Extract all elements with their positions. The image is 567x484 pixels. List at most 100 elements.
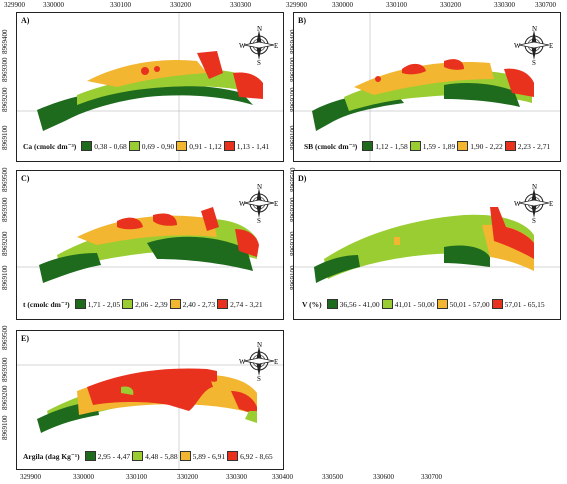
legend-class: 2,95 - 4,47 — [97, 451, 131, 461]
map-zone-class4 — [201, 207, 219, 231]
map-panel-d: D) N S W E V (%) 36,56 - 41,00 41,01 - 5… — [293, 170, 561, 320]
compass-n: N — [257, 183, 262, 191]
map-zone-class2 — [324, 214, 534, 279]
y-tick-label: 8969300 — [1, 57, 9, 83]
y-tick-label: 8969500 — [1, 325, 9, 351]
compass-icon: N S W E — [239, 183, 278, 223]
x-tick-label: 330200 — [170, 1, 191, 9]
legend-class: 0,91 - 1,12 — [189, 141, 222, 151]
map-zone-class4 — [141, 67, 149, 75]
x-tick-label: 330300 — [226, 473, 247, 481]
compass-s: S — [257, 59, 261, 65]
legend-class: 1,59 - 1,89 — [422, 141, 456, 151]
map-panel-e: E) N S W E Argila (dag Kg⁻¹) 2,95 - 4,47… — [16, 330, 284, 470]
legend-title: t (cmolc dm⁻³) — [23, 299, 70, 309]
compass-w: W — [239, 200, 246, 208]
map-zone-class4 — [197, 51, 223, 79]
x-tick-label: 329900 — [286, 1, 307, 9]
y-tick-label: 8969200 — [1, 231, 9, 257]
compass-e: E — [549, 200, 553, 208]
x-tick-label: 330000 — [73, 473, 94, 481]
map-zone-class4 — [117, 217, 143, 230]
legend-swatch — [122, 299, 134, 309]
y-tick-label: 8969200 — [1, 385, 9, 411]
legend-swatch — [227, 451, 239, 461]
legend-swatch — [436, 299, 448, 309]
x-tick-label: 330500 — [322, 473, 343, 481]
x-tick-label: 330200 — [177, 473, 198, 481]
map-b-svg — [294, 13, 560, 161]
map-d-svg — [294, 207, 560, 283]
map-panel-a: A) N S W E Ca (cmolc dm⁻³) 0,38 - 0,68 0… — [16, 12, 284, 162]
legend-swatch — [74, 299, 86, 309]
y-tick-label: 8969100 — [1, 265, 9, 291]
compass-w: W — [239, 358, 246, 366]
legend-swatch — [504, 141, 516, 151]
x-tick-label: 330600 — [373, 473, 394, 481]
legend-swatch — [128, 141, 140, 151]
legend-swatch — [362, 141, 374, 151]
compass-rose: N S W E — [239, 25, 279, 65]
legend-swatch — [169, 299, 181, 309]
y-tick-label: 8969300 — [1, 197, 9, 223]
map-zone-class4 — [153, 213, 177, 226]
x-tick-label: 330700 — [421, 473, 442, 481]
map-zone-class2 — [77, 69, 257, 105]
y-tick-label: 8969100 — [1, 125, 9, 151]
compass-icon: N S W E — [514, 183, 553, 223]
map-zone-class4 — [375, 76, 381, 82]
legend-class: 2,74 - 3,21 — [230, 299, 263, 309]
legend-swatch — [217, 299, 229, 309]
compass-n: N — [532, 183, 537, 191]
map-e-svg — [17, 331, 283, 469]
x-tick-label: 330400 — [272, 473, 293, 481]
x-tick-label: 330200 — [440, 1, 461, 9]
map-zone-class2 — [245, 411, 257, 423]
legend-class: 1,12 - 1,58 — [375, 141, 408, 151]
x-tick-label: 330100 — [110, 1, 131, 9]
legend-class: 36,56 - 41,00 — [339, 299, 380, 309]
y-tick-label: 8969300 — [1, 357, 9, 383]
x-tick-label: 330000 — [332, 1, 353, 9]
compass-icon: N S W E — [239, 25, 278, 65]
legend-class: 1,90 - 2,22 — [470, 141, 503, 151]
compass-w: W — [514, 200, 521, 208]
map-zone-class1 — [147, 236, 253, 271]
legend-class: 0,69 - 0,90 — [141, 141, 175, 151]
compass-rose: N S W E — [239, 183, 279, 223]
map-zone-class1 — [314, 255, 360, 283]
legend-class: 2,23 - 2,71 — [517, 141, 551, 151]
map-zone-class1 — [39, 253, 101, 283]
map-panel-b: B) N S W E SB (cmolc dm⁻³) 1,12 - 1,58 1… — [293, 12, 561, 162]
legend: Argila (dag Kg⁻¹) 2,95 - 4,47 4,48 - 5,8… — [23, 451, 273, 461]
compass-s: S — [532, 59, 536, 65]
panel-letter: A) — [21, 16, 30, 25]
y-tick-label: 8969400 — [1, 29, 9, 55]
map-zone-class4 — [87, 368, 213, 411]
legend-swatch — [409, 141, 421, 151]
compass-w: W — [514, 42, 521, 50]
legend: V (%) 36,56 - 41,00 41,01 - 50,00 50,01 … — [302, 299, 545, 309]
panel-letter: B) — [298, 16, 306, 25]
map-zone-class4 — [231, 391, 257, 415]
legend-title: Argila (dag Kg⁻¹) — [23, 451, 80, 461]
map-zone-class4 — [235, 229, 259, 257]
legend: SB (cmolc dm⁻³) 1,12 - 1,58 1,59 - 1,89 … — [304, 141, 550, 151]
legend-class: 57,01 - 65,15 — [504, 299, 545, 309]
panel-letter: C) — [21, 174, 30, 183]
compass-n: N — [257, 25, 262, 33]
legend-swatch — [457, 141, 469, 151]
map-a-svg — [17, 13, 283, 161]
legend-swatch — [81, 141, 93, 151]
legend-class: 1,13 - 1,41 — [236, 141, 270, 151]
map-zone-class2 — [121, 386, 134, 395]
legend-class: 41,01 - 50,00 — [394, 299, 435, 309]
compass-n: N — [532, 25, 537, 33]
compass-e: E — [549, 42, 553, 50]
legend-title: Ca (cmolc dm⁻³) — [23, 141, 77, 151]
legend-class: 1,71 - 2,05 — [87, 299, 121, 309]
legend-class: 2,06 - 2,39 — [135, 299, 168, 309]
legend-title: V (%) — [302, 299, 322, 309]
compass-w: W — [239, 42, 246, 50]
legend-class: 6,92 - 8,65 — [240, 451, 273, 461]
